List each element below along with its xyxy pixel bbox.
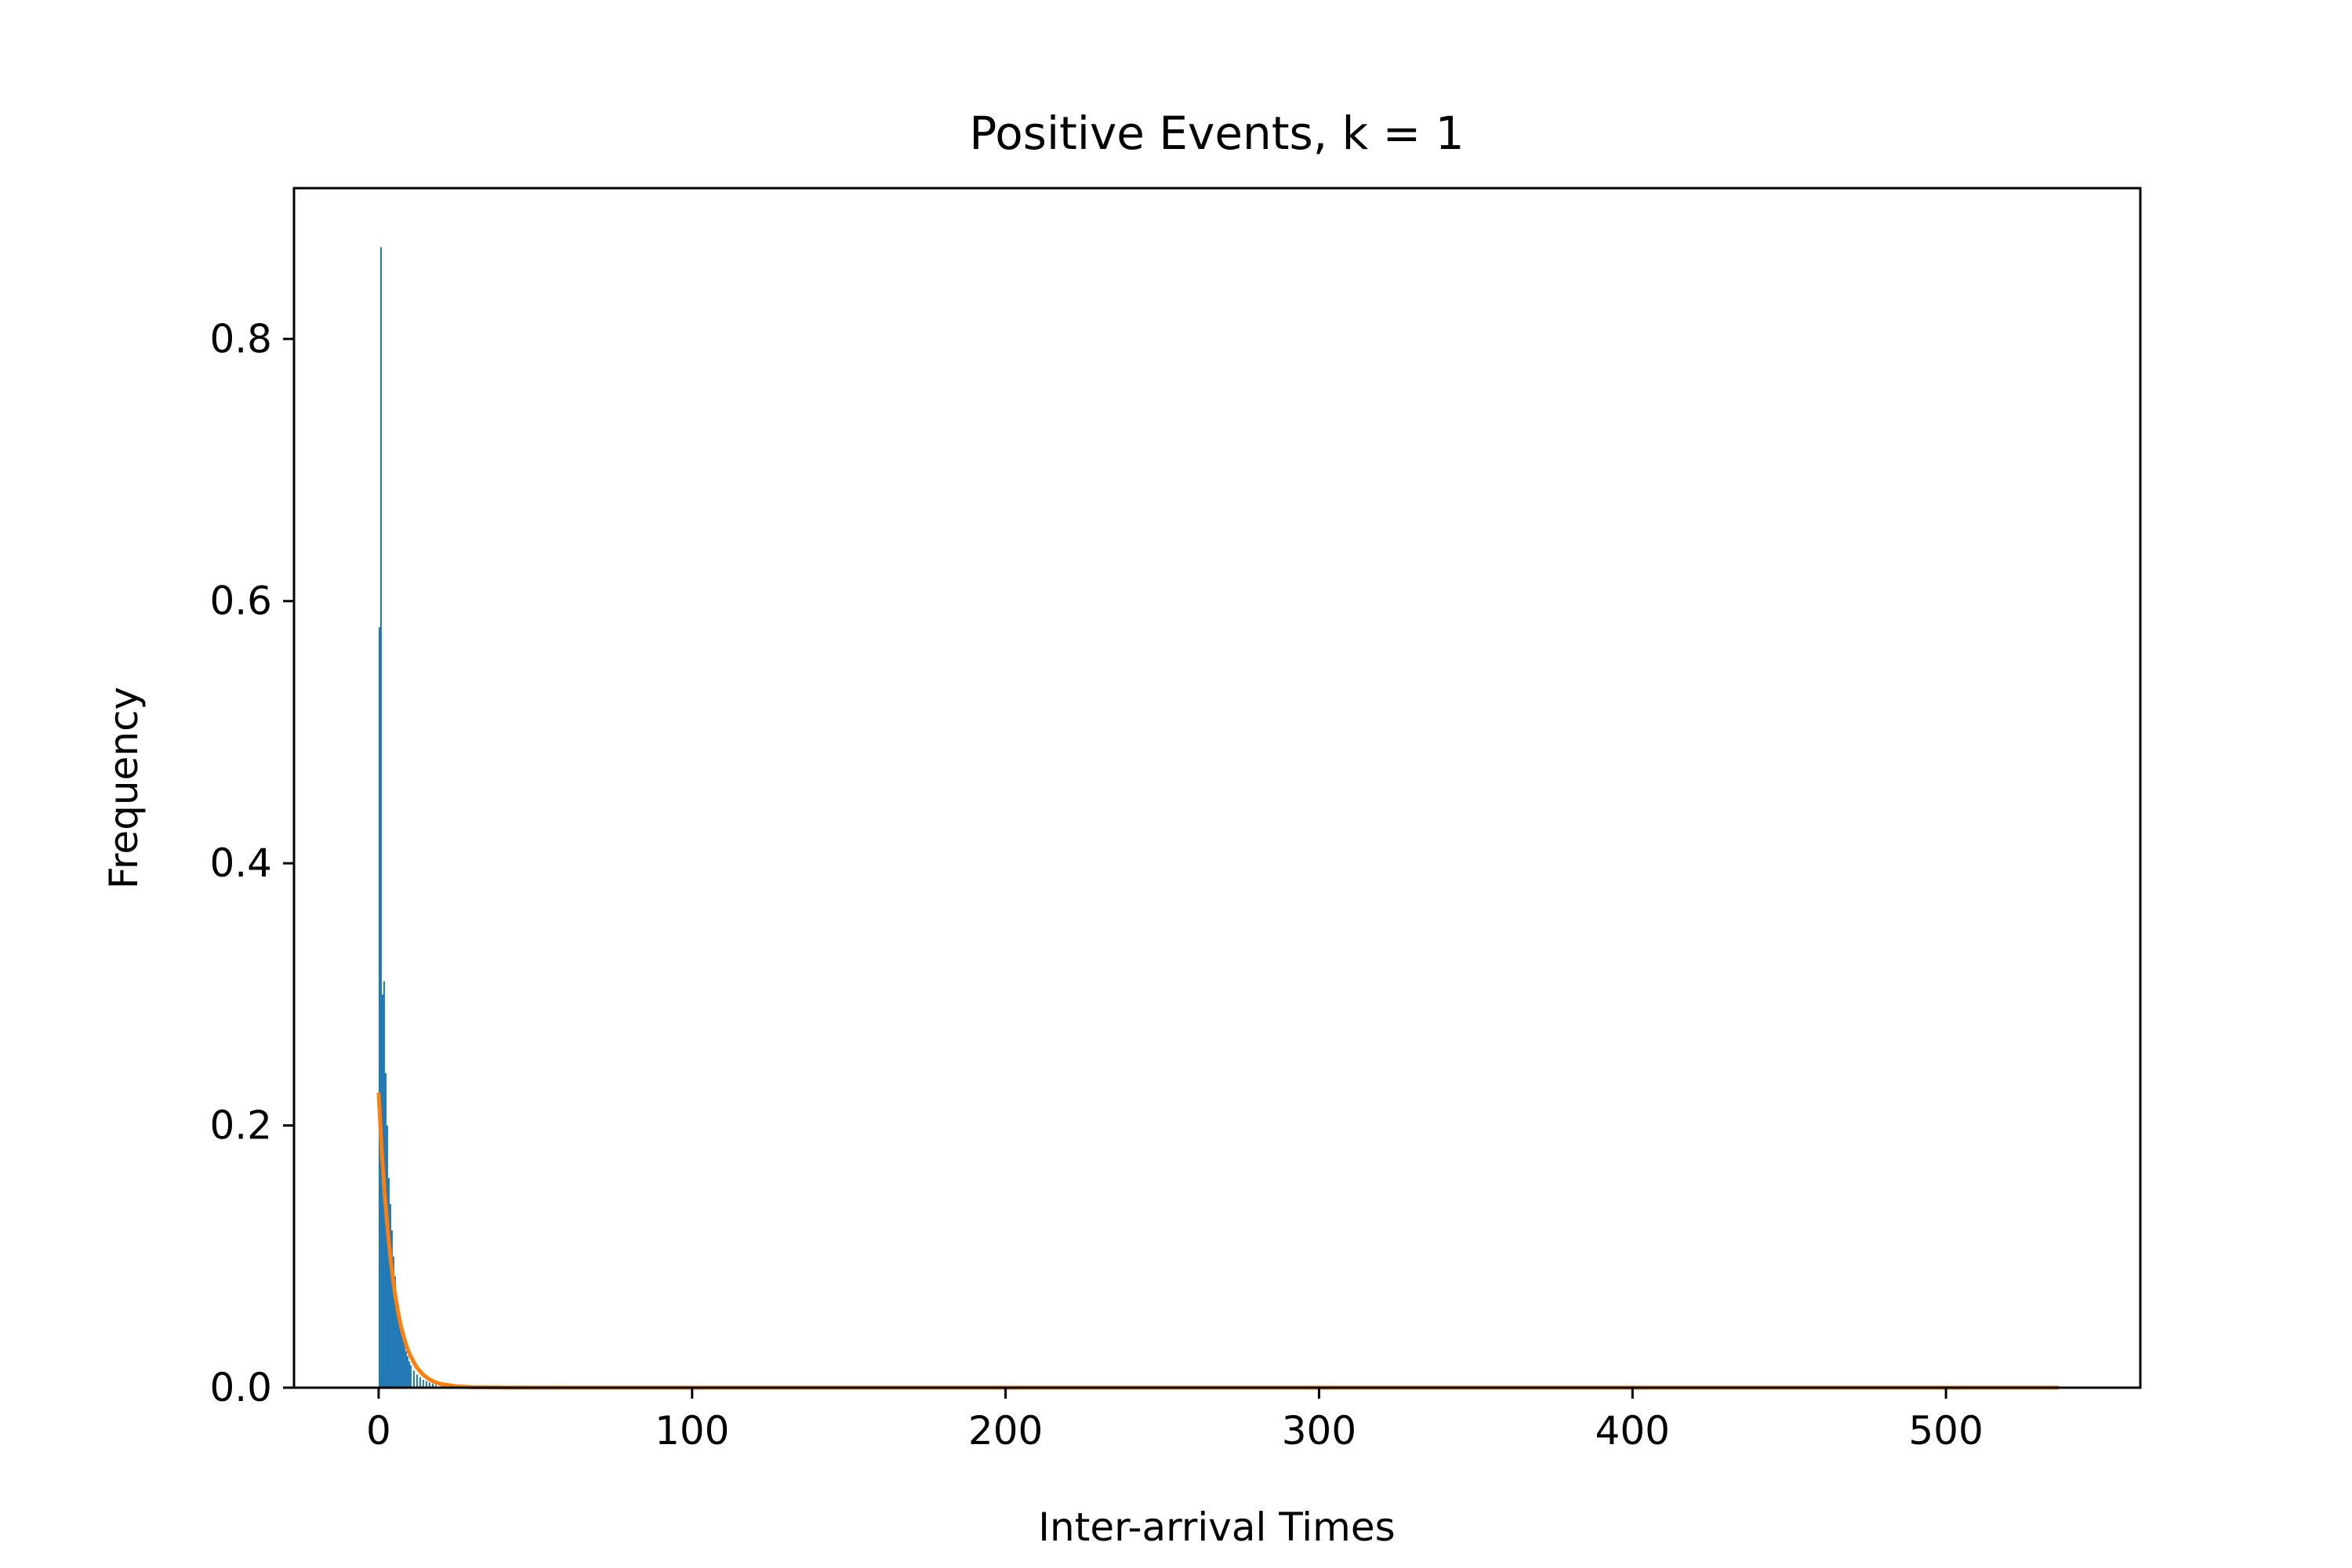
histogram-bar [384,1073,387,1388]
histogram-bar [392,1256,394,1388]
histogram-bar [397,1308,399,1388]
histogram-bar [378,627,380,1388]
histogram-bar [406,1356,408,1388]
y-tick-label: 0.2 [209,1103,272,1149]
x-tick-label: 500 [1908,1408,1983,1454]
plot-frame [292,187,2142,1389]
y-tick-label: 0.0 [209,1365,272,1410]
histogram-bar [395,1295,397,1388]
histogram-bar [379,247,382,1388]
histogram-bar [389,1203,391,1388]
histogram-bar [386,1125,388,1388]
histogram-bar [416,1374,418,1388]
histogram-bar [431,1383,434,1388]
histogram-bar [387,1178,390,1388]
y-tick-label: 0.6 [209,579,272,624]
x-axis-ticks: 0 100 200 300 400 500 [366,1388,1984,1454]
histogram-bar [405,1351,407,1388]
y-tick-label: 0.8 [209,316,272,361]
x-tick-label: 0 [366,1408,391,1454]
histogram-bar [428,1382,430,1388]
y-axis-label: Frequency [101,687,147,889]
histogram-bar [419,1377,421,1388]
histogram-bar [409,1365,412,1388]
histogram-bar [400,1328,402,1388]
histogram-bar [412,1370,415,1388]
histogram-bar [434,1385,437,1388]
histogram-bar [403,1344,405,1388]
x-tick-label: 400 [1595,1408,1670,1454]
histogram-bar [390,1230,393,1388]
y-tick-label: 0.4 [209,840,272,886]
histogram-bar [408,1361,410,1388]
histogram-bar [422,1379,424,1388]
histogram-bar [441,1385,443,1388]
histogram-bar [394,1276,396,1388]
histogram-bar [425,1381,427,1388]
x-tick-label: 100 [655,1408,729,1454]
x-tick-label: 300 [1282,1408,1356,1454]
histogram-bar [401,1338,404,1388]
x-tick-label: 200 [968,1408,1043,1454]
chart-title: Positive Events, k = 1 [969,107,1464,160]
histogram-bar [398,1319,401,1388]
y-axis-ticks: 0.0 0.2 0.4 0.6 0.8 [209,316,294,1410]
x-axis-label: Inter-arrival Times [1038,1504,1395,1550]
